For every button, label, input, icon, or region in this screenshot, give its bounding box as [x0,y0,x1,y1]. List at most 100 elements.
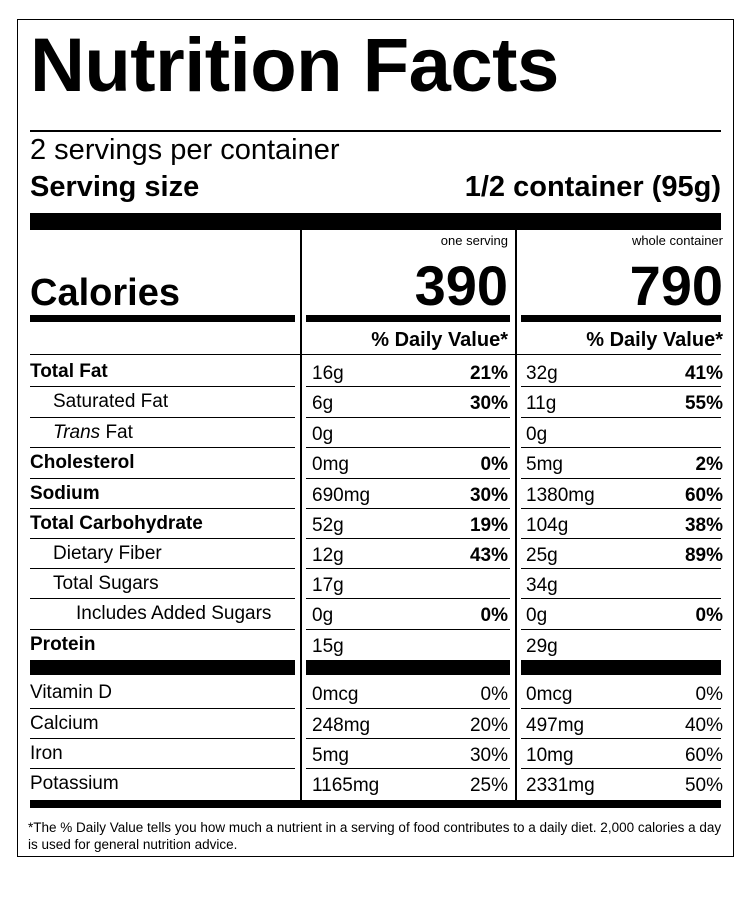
calories-label: Calories [30,272,180,314]
serving-amount: 6g [312,393,334,414]
nutrient-name: Potassium [30,773,119,794]
container-amount: 2331mg [526,775,595,796]
container-amount: 25g [526,545,558,566]
serving-amount: 248mg [312,715,371,736]
calories-whole-container: 790 [629,254,723,317]
row-divider [521,768,721,769]
serving-daily-value: 30% [469,485,508,506]
container-daily-value: 89% [684,545,723,566]
nutrient-name: Trans Fat [53,423,133,442]
row-divider [521,568,721,569]
container-amount: 0mcg [526,684,573,705]
row-divider [306,738,510,739]
thick-divider [30,660,295,675]
nutrient-name: Cholesterol [30,452,135,473]
container-amount: 29g [526,636,558,657]
row-divider [306,568,510,569]
column-header-one-serving: one serving [440,233,508,248]
serving-daily-value: 30% [469,745,508,766]
serving-size-label: Serving size [30,171,200,203]
row-divider [30,598,295,599]
container-daily-value: 41% [684,363,723,384]
calories-divider [521,315,721,322]
container-amount: 497mg [526,715,585,736]
thick-divider [306,660,510,675]
column-separator [300,230,302,800]
row-divider [30,447,295,448]
container-daily-value: 60% [684,745,723,766]
serving-amount: 0g [312,605,334,626]
container-daily-value: 40% [684,715,723,736]
serving-daily-value: 20% [469,715,508,736]
container-amount: 32g [526,363,558,384]
row-divider [30,768,295,769]
row-divider [30,478,295,479]
nutrient-name: Calcium [30,713,99,734]
container-daily-value: 55% [684,393,723,414]
row-divider [306,768,510,769]
container-amount: 11g [526,393,557,414]
serving-daily-value: 0% [480,684,508,705]
row-divider [30,538,295,539]
container-amount: 1380mg [526,485,595,506]
row-divider [306,417,510,418]
divider [30,354,721,355]
column-separator [515,230,517,800]
row-divider [521,629,721,630]
serving-size-value: 1/2 container (95g) [464,171,721,203]
row-divider [521,508,721,509]
row-divider [30,708,295,709]
row-divider [306,708,510,709]
thick-divider [521,660,721,675]
row-divider [306,629,510,630]
serving-amount: 1165mg [312,775,380,796]
serving-daily-value: 19% [469,515,508,536]
container-amount: 10mg [526,745,574,766]
serving-daily-value: 43% [469,545,508,566]
serving-amount: 52g [312,515,344,536]
nutrient-name-rest: Fat [100,422,133,443]
container-amount: 34g [526,575,558,596]
row-divider [30,738,295,739]
nutrient-name: Total Fat [30,361,108,382]
nutrient-name-italic: Trans [53,422,101,443]
serving-amount: 0g [312,424,334,445]
container-daily-value: 2% [695,454,723,475]
nutrient-name: Protein [30,634,96,655]
nutrient-name: Total Carbohydrate [30,513,203,534]
divider [30,130,721,132]
nutrient-name: Vitamin D [30,682,113,703]
serving-amount: 5mg [312,745,349,766]
container-daily-value: 0% [695,605,723,626]
serving-daily-value: 30% [469,393,508,414]
serving-daily-value: 0% [480,605,508,626]
row-divider [30,508,295,509]
serving-amount: 0mcg [312,684,359,705]
row-divider [521,417,721,418]
row-divider [306,447,510,448]
daily-value-header: % Daily Value* [586,329,723,351]
nutrient-name: Iron [30,743,63,764]
serving-amount: 17g [312,575,344,596]
container-amount: 5mg [526,454,563,475]
serving-amount: 16g [312,363,344,384]
row-divider [521,538,721,539]
row-divider [306,508,510,509]
row-divider [521,708,721,709]
row-divider [521,598,721,599]
container-amount: 0g [526,424,548,445]
footnote: *The % Daily Value tells you how much a … [28,820,722,852]
thick-divider [30,213,721,230]
servings-per-container: 2 servings per container [30,134,340,166]
row-divider [521,478,721,479]
serving-amount: 690mg [312,485,371,506]
row-divider [30,568,295,569]
serving-amount: 12g [312,545,344,566]
serving-daily-value: 25% [469,775,508,796]
row-divider [521,447,721,448]
daily-value-header: % Daily Value* [371,329,508,351]
calories-divider [30,315,295,322]
serving-daily-value: 0% [480,454,508,475]
row-divider [306,386,510,387]
column-header-whole-container: whole container [631,233,723,248]
